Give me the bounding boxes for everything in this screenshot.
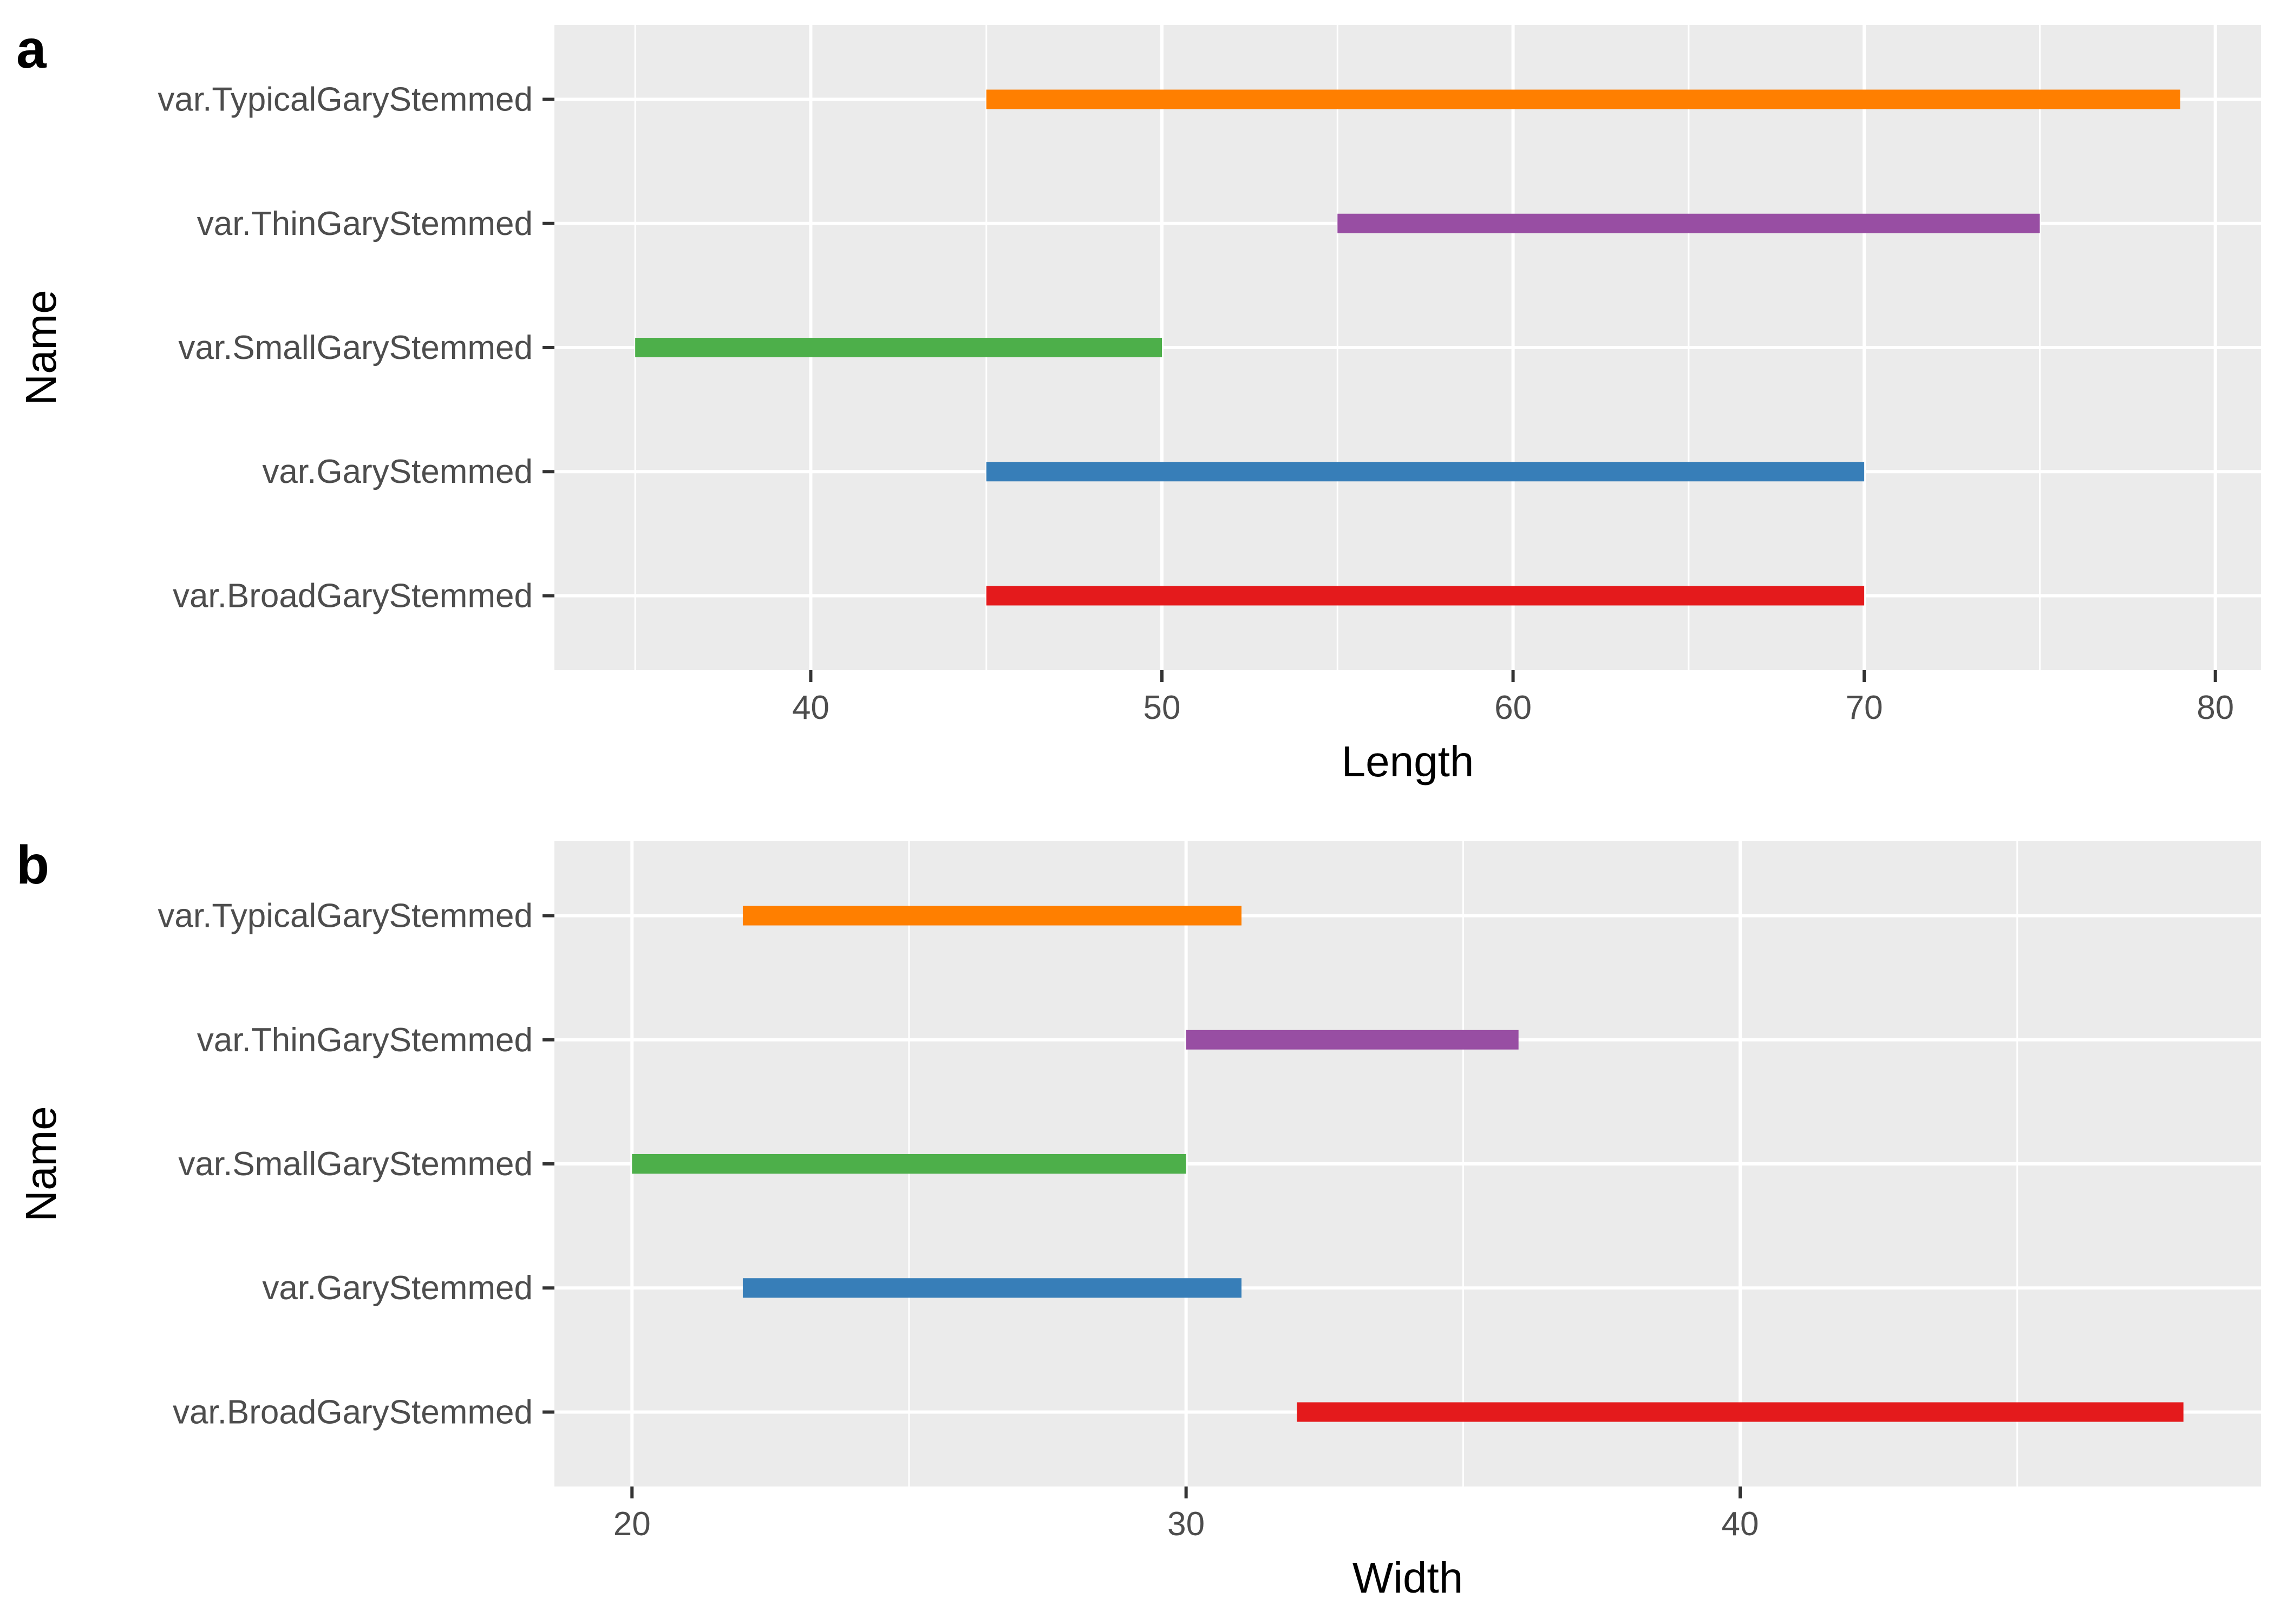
y-tick-label: var.TypicalGaryStemmed [158,81,533,119]
panel-b-width: var.TypicalGaryStemmed var.ThinGaryStemme… [16,835,2261,1602]
y-tick-label: var.BroadGaryStemmed [173,577,533,614]
y-tick-label: var.ThinGaryStemmed [197,1021,533,1059]
y-axis-title: Name [17,290,65,405]
panel-a-length: var.TypicalGaryStemmed var.ThinGaryStemme… [16,19,2261,785]
x-tick-label: 40 [792,689,829,726]
x-tick-label: 30 [1167,1505,1205,1543]
x-tick-label: 70 [1846,689,1883,726]
y-tick-label: var.BroadGaryStemmed [173,1393,533,1431]
x-axis-title: Length [1342,737,1474,785]
y-tick-label: var.GaryStemmed [262,453,533,490]
panel-tag: a [16,19,47,80]
x-tick-label: 40 [1722,1505,1759,1543]
range-bar-var-broadgarystemmed [1297,1402,2184,1422]
range-bar-var-typicalgarystemmed [986,89,2180,109]
panel-tag: b [16,835,49,895]
x-tick-label: 20 [613,1505,651,1543]
y-tick-label: var.ThinGaryStemmed [197,205,533,243]
range-bar-var-thingarystemmed [1186,1030,1519,1050]
x-tick-label: 60 [1494,689,1532,726]
y-tick-label: var.TypicalGaryStemmed [158,898,533,935]
y-tick-label: var.SmallGaryStemmed [178,1145,533,1183]
range-bar-var-garystemmed [742,1278,1241,1298]
y-tick-label: var.SmallGaryStemmed [178,329,533,366]
range-bar-var-typicalgarystemmed [742,906,1241,926]
x-axis-title: Width [1352,1554,1463,1602]
x-tick-label: 50 [1143,689,1181,726]
range-bar-var-smallgarystemmed [632,1154,1186,1174]
range-bar-var-broadgarystemmed [986,586,1865,606]
y-axis-title: Name [17,1106,65,1221]
range-bar-var-thingarystemmed [1337,213,2040,233]
range-bar-var-smallgarystemmed [635,338,1162,357]
range-bar-var-garystemmed [986,462,1865,482]
y-tick-label: var.GaryStemmed [262,1269,533,1307]
x-tick-label: 80 [2197,689,2234,726]
